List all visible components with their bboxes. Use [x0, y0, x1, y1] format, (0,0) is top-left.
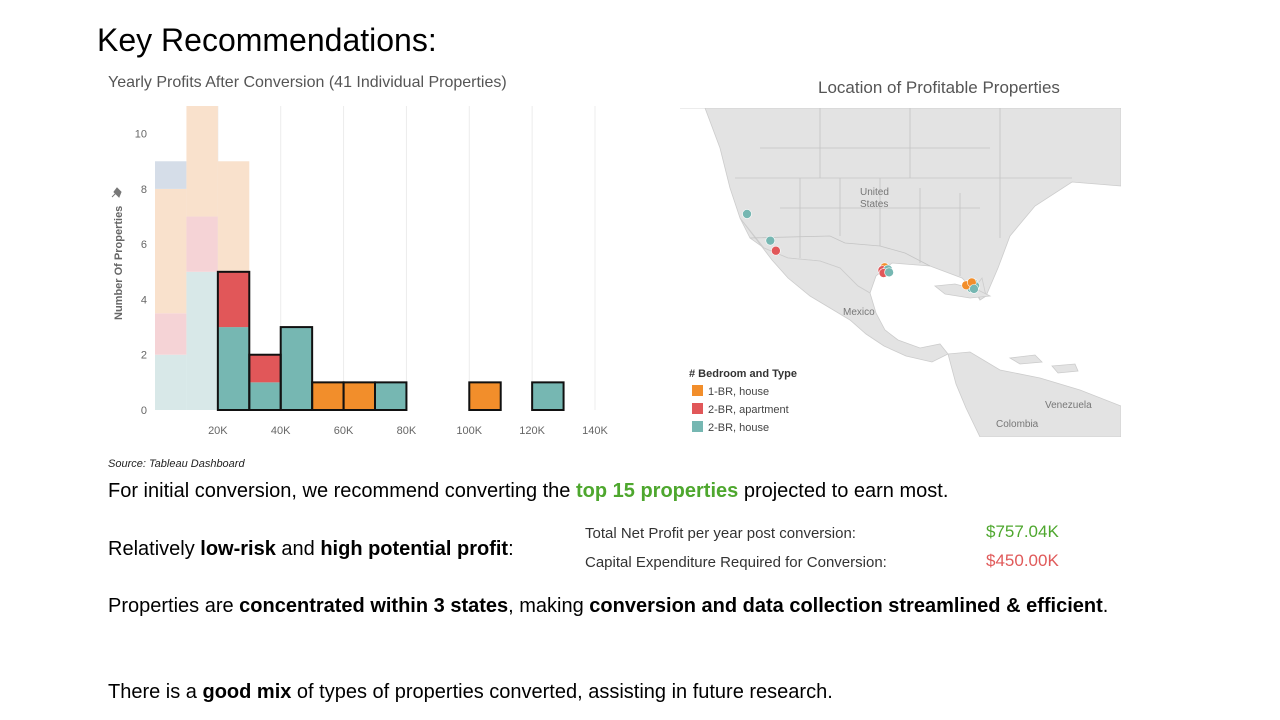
- legend-label-2br-apartment: 2-BR, apartment: [708, 404, 789, 416]
- map-legend: # Bedroom and Type 1-BR, house 2-BR, apa…: [689, 368, 797, 434]
- histogram-y-axis-label: Number Of Properties: [113, 206, 125, 320]
- p1-text-c: projected to earn most.: [738, 480, 949, 502]
- histogram-bar[interactable]: [375, 382, 407, 410]
- histogram-bar-faded[interactable]: [155, 188, 187, 314]
- y-tick-label: 6: [141, 239, 147, 251]
- p3-text-c: , making: [508, 595, 590, 617]
- profit-histogram: 20K 40K 60K 80K 100K 120K 140K 0 2 4 6 8 10 Number O…: [111, 106, 609, 437]
- histogram-bar[interactable]: [343, 382, 375, 410]
- recommendation-paragraph-1: For initial conversion, we recommend con…: [108, 477, 948, 506]
- x-tick-label: 20K: [208, 425, 228, 437]
- y-tick-label: 10: [135, 129, 147, 141]
- histogram-bar[interactable]: [249, 382, 281, 410]
- y-tick-label: 2: [141, 350, 147, 362]
- p2-bold-low-risk: low-risk: [200, 538, 276, 560]
- histogram-bar[interactable]: [217, 327, 250, 410]
- histogram-bar-outline: [468, 381, 502, 412]
- recommendation-paragraph-3: Properties are concentrated within 3 sta…: [108, 592, 1188, 621]
- histogram-highlight-outline: [216, 270, 565, 412]
- map-title: Location of Profitable Properties: [818, 78, 1060, 97]
- map-point[interactable]: [884, 267, 894, 278]
- p4-text-a: There is a: [108, 681, 203, 703]
- histogram-bar[interactable]: [312, 382, 344, 410]
- x-tick-label: 100K: [456, 425, 482, 437]
- histogram-bar-outline: [279, 326, 314, 411]
- metric-row-net-profit: Total Net Profit per year post conversio…: [585, 522, 1085, 551]
- histogram-bar-outline: [531, 381, 565, 412]
- map-point[interactable]: [742, 209, 752, 219]
- metrics-panel: Total Net Profit per year post conversio…: [585, 522, 1085, 580]
- histogram-title: Yearly Profits After Conversion (41 Indi…: [108, 74, 507, 91]
- histogram-bar[interactable]: [280, 327, 313, 410]
- histogram-axes: 20K 40K 60K 80K 100K 120K 140K 0 2 4 6 8 10: [135, 129, 609, 437]
- x-tick-label: 120K: [519, 425, 545, 437]
- map-label-states: States: [860, 199, 888, 210]
- map-point[interactable]: [765, 235, 776, 246]
- map-point[interactable]: [771, 245, 781, 256]
- metric-value-capex: $450.00K: [986, 551, 1059, 570]
- histogram-bar-faded[interactable]: [155, 161, 187, 189]
- property-location-map: United States Mexico Venezuela Colombia …: [680, 108, 1121, 437]
- p3-text-e: .: [1102, 595, 1109, 617]
- p1-highlight: top 15 properties: [576, 480, 739, 502]
- histogram-bar-faded[interactable]: [186, 216, 218, 272]
- p3-bold-streamlined: conversion and data collection streamlin…: [589, 595, 1103, 617]
- histogram-bar[interactable]: [469, 382, 501, 410]
- legend-label-1br-house: 1-BR, house: [708, 386, 769, 398]
- map-points: [742, 209, 980, 294]
- metric-value-net-profit: $757.04K: [986, 522, 1059, 541]
- histogram-bar-faded[interactable]: [155, 354, 187, 410]
- p2-text-e: :: [508, 538, 514, 560]
- y-tick-label: 0: [141, 405, 147, 417]
- p2-text-c: and: [275, 538, 321, 560]
- legend-swatch-2br-house: [692, 421, 703, 432]
- recommendation-paragraph-4: There is a good mix of types of properti…: [108, 678, 833, 707]
- metric-label-capex: Capital Expenditure Required for Convers…: [585, 554, 887, 571]
- histogram-bar[interactable]: [532, 382, 564, 410]
- map-label-mexico: Mexico: [843, 307, 875, 318]
- p4-bold-good-mix: good mix: [202, 681, 292, 703]
- histogram-bar[interactable]: [217, 271, 250, 328]
- histogram-bar-faded[interactable]: [186, 106, 218, 217]
- p1-text-a: For initial conversion, we recommend con…: [108, 480, 576, 502]
- histogram-bar-outline: [374, 381, 408, 412]
- map-label-united-states: United: [860, 187, 889, 198]
- slide-title: Key Recommendations:: [97, 22, 437, 58]
- histogram-bars: [155, 106, 564, 410]
- map-land: [680, 108, 1121, 437]
- histogram-grid: [217, 106, 596, 410]
- map-label-colombia: Colombia: [996, 419, 1039, 430]
- histogram-bar[interactable]: [249, 354, 281, 383]
- legend-swatch-2br-apartment: [692, 403, 703, 414]
- histogram-bar-faded[interactable]: [186, 271, 218, 410]
- metric-row-capex: Capital Expenditure Required for Convers…: [585, 551, 1085, 580]
- p2-bold-high-profit: high potential profit: [320, 538, 509, 560]
- x-tick-label: 140K: [582, 425, 608, 437]
- legend-label-2br-house: 2-BR, house: [708, 422, 769, 434]
- p2-text-a: Relatively: [108, 538, 201, 560]
- histogram-bar-outline: [216, 270, 251, 411]
- p3-text-a: Properties are: [108, 595, 240, 617]
- recommendation-paragraph-2: Relatively low-risk and high potential p…: [108, 535, 514, 564]
- legend-swatch-1br-house: [692, 385, 703, 396]
- y-tick-label: 4: [141, 294, 147, 306]
- x-tick-label: 40K: [271, 425, 291, 437]
- x-tick-label: 80K: [397, 425, 417, 437]
- source-caption: Source: Tableau Dashboard: [108, 458, 245, 470]
- y-tick-label: 8: [141, 184, 147, 196]
- x-tick-label: 60K: [334, 425, 354, 437]
- pin-icon[interactable]: [111, 187, 122, 198]
- histogram-bar-faded[interactable]: [155, 313, 187, 355]
- metric-label-net-profit: Total Net Profit per year post conversio…: [585, 525, 856, 542]
- p4-text-c: of types of properties converted, assist…: [291, 681, 833, 703]
- legend-title: # Bedroom and Type: [689, 368, 797, 380]
- p3-bold-concentrated: concentrated within 3 states: [239, 595, 509, 617]
- map-label-venezuela: Venezuela: [1045, 400, 1092, 411]
- map-borders: [735, 108, 1072, 276]
- map-point[interactable]: [969, 284, 979, 294]
